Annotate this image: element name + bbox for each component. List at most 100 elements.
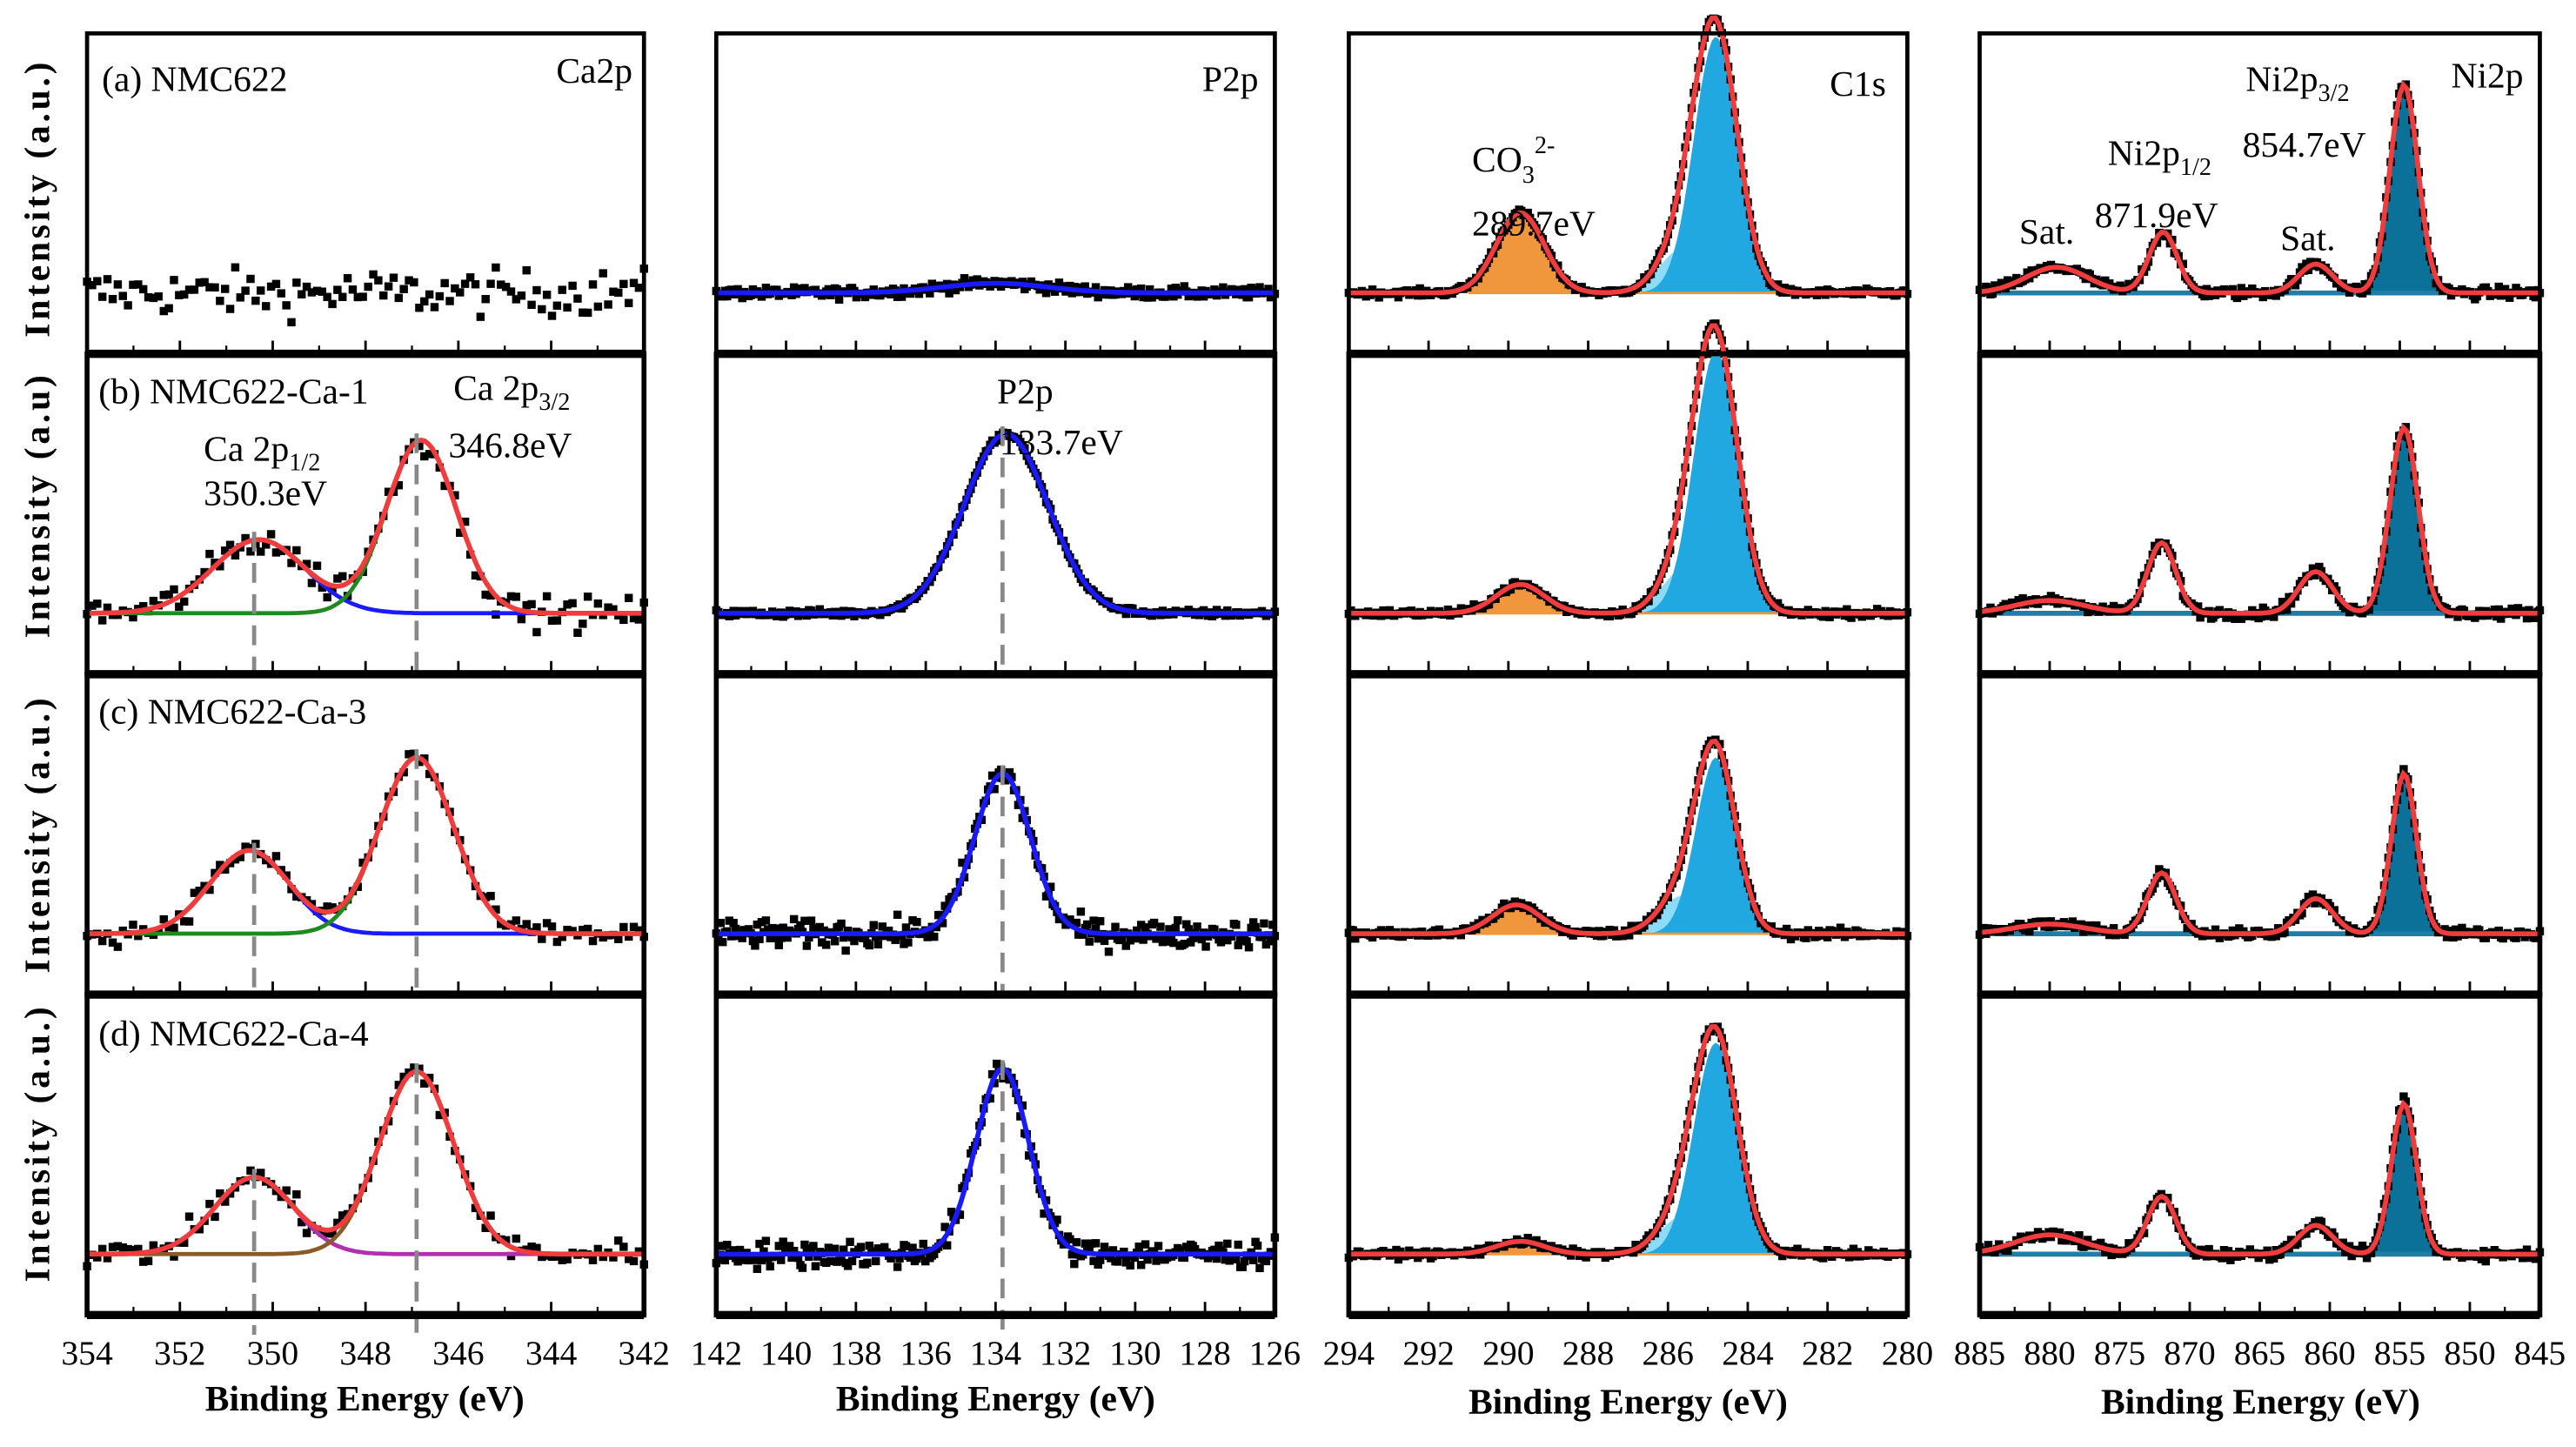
data-point <box>1351 934 1360 943</box>
data-point <box>1823 933 1832 941</box>
data-point <box>154 927 163 936</box>
data-point <box>2494 605 2503 614</box>
data-point <box>2458 1253 2466 1263</box>
data-point <box>338 1211 347 1220</box>
data-point <box>1074 930 1083 939</box>
data-point <box>908 1243 917 1252</box>
data-point <box>2232 1252 2242 1262</box>
data-point <box>1633 926 1643 935</box>
data-point <box>292 546 301 555</box>
x-tick-label-C1s-294: 294 <box>1323 1334 1375 1372</box>
data-point <box>277 1192 286 1202</box>
data-point <box>118 926 127 935</box>
data-point <box>118 291 127 300</box>
data-point <box>629 1256 639 1266</box>
data-point <box>1083 920 1092 929</box>
data-point <box>773 285 781 294</box>
data-point <box>506 592 516 601</box>
data-point <box>887 290 895 298</box>
data-point <box>1435 925 1444 935</box>
data-point <box>768 923 777 933</box>
data-point <box>1223 935 1232 945</box>
data-point <box>118 1243 127 1252</box>
x-tick-label-Ca2p-342: 342 <box>619 1334 670 1372</box>
data-point <box>583 308 592 318</box>
data-point <box>246 1166 255 1176</box>
data-point <box>1074 283 1083 292</box>
data-point <box>773 924 781 933</box>
data-point <box>843 926 853 935</box>
data-point <box>987 771 997 780</box>
ni_main-component-area <box>1979 84 2540 293</box>
panel-frame-C1s-row-2 <box>1346 672 1910 997</box>
data-point <box>262 540 271 549</box>
data-point <box>806 1246 816 1255</box>
data-point <box>1255 1263 1264 1273</box>
data-point <box>619 1243 628 1251</box>
data-point <box>2458 285 2466 294</box>
data-point <box>1261 940 1271 949</box>
data-point <box>1130 1253 1140 1263</box>
data-point <box>1247 923 1255 933</box>
data-point <box>766 934 774 943</box>
data-point <box>2037 917 2047 926</box>
data-point <box>1180 940 1189 948</box>
data-point <box>834 295 844 305</box>
data-point <box>726 285 736 294</box>
data-point <box>1121 609 1131 619</box>
data-point <box>2507 604 2516 613</box>
data-point <box>501 1236 511 1245</box>
data-point <box>735 926 745 935</box>
data-point <box>108 938 117 947</box>
data-point <box>1087 1239 1096 1248</box>
data-point <box>425 769 434 779</box>
x-tick-label-Ca2p-354: 354 <box>61 1334 113 1372</box>
fit-envelope-line <box>1348 1023 1908 1257</box>
x-axis-title-ni2p: Binding Energy (eV) <box>2101 1382 2420 1423</box>
annotation-ca-2p-half: Ca 2p1/2 <box>204 428 320 476</box>
data-point <box>440 278 449 288</box>
annotation-co3-value: 289.7eV <box>1472 204 1596 244</box>
data-point <box>990 785 999 794</box>
data-point <box>2512 934 2520 942</box>
data-point <box>1046 882 1055 891</box>
data-point <box>2315 562 2324 572</box>
data-point <box>323 902 331 911</box>
x-tick-label-Ni2p-870: 870 <box>2164 1334 2215 1372</box>
data-point <box>2302 259 2311 268</box>
data-point <box>338 572 347 581</box>
data-point <box>246 274 255 284</box>
data-point <box>1133 285 1141 294</box>
data-point <box>1094 934 1102 943</box>
data-point <box>538 305 546 314</box>
data-point <box>1024 1151 1034 1160</box>
data-point <box>599 1252 607 1262</box>
data-point <box>609 1253 618 1262</box>
data-point <box>1182 920 1191 928</box>
data-point <box>353 292 363 302</box>
data-point <box>900 940 908 948</box>
data-point <box>2308 890 2318 899</box>
data-point <box>512 593 521 601</box>
data-point <box>609 605 618 613</box>
data-point <box>604 300 612 309</box>
data-point <box>2085 921 2094 930</box>
data-point <box>522 600 531 610</box>
data-point <box>2496 614 2506 623</box>
data-point <box>236 293 244 302</box>
data-point <box>951 285 960 295</box>
row-label-d: (d) NMC622-Ca-4 <box>98 1014 369 1055</box>
data-point <box>1169 291 1178 301</box>
data-point <box>938 919 947 928</box>
data-point <box>149 596 158 606</box>
data-point <box>164 590 173 599</box>
data-point <box>1376 926 1386 935</box>
row-label-a: (a) NMC622 <box>102 58 287 99</box>
data-point <box>216 297 224 305</box>
fit-envelope-line <box>1348 15 1908 296</box>
annotation-ni-3half: Ni2p3/2 <box>2245 58 2349 106</box>
data-point <box>179 1238 189 1247</box>
data-point <box>195 887 204 895</box>
data-point <box>2235 924 2244 933</box>
data-point <box>904 938 913 947</box>
